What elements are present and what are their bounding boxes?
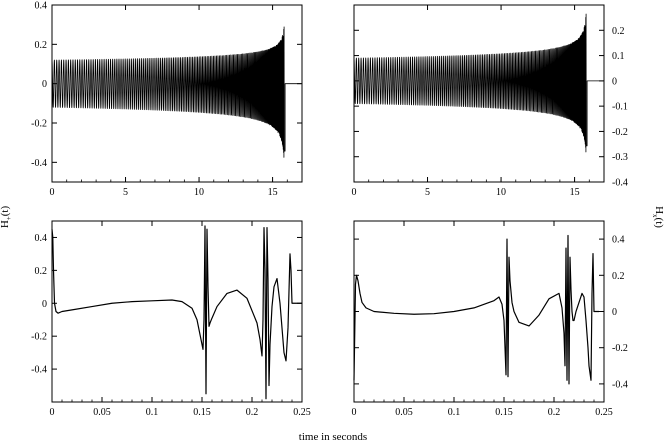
y-tick-label: 0.4 bbox=[35, 1, 48, 12]
x-tick-label: 5 bbox=[123, 187, 128, 198]
left-y-axis-label-sub: + bbox=[5, 216, 13, 220]
right-y-axis-label-suffix: (t) bbox=[653, 218, 664, 229]
y-tick-label: 0.2 bbox=[612, 26, 625, 37]
x-tick-label: 0.05 bbox=[93, 407, 111, 418]
y-tick-label: 0.2 bbox=[35, 40, 48, 51]
y-tick-label: -0.4 bbox=[612, 178, 628, 189]
y-tick-label: 0 bbox=[42, 299, 47, 310]
series-line bbox=[353, 234, 599, 385]
left-y-axis-label-main: H bbox=[0, 220, 11, 228]
x-tick-label: 0.2 bbox=[246, 407, 259, 418]
y-tick-label: 0 bbox=[42, 79, 47, 90]
y-tick-label: -0.2 bbox=[612, 127, 628, 138]
right-y-axis-label: Hx(t) bbox=[651, 206, 664, 228]
right-y-axis-label-sub: x bbox=[651, 214, 659, 218]
x-tick-label: 5 bbox=[425, 187, 430, 198]
y-tick-label: -0.2 bbox=[31, 332, 47, 343]
x-tick-label: 0 bbox=[352, 407, 357, 418]
right-y-axis-label-main: H bbox=[653, 206, 664, 214]
x-tick-label: 0 bbox=[352, 187, 357, 198]
left-y-axis-label-suffix: (t) bbox=[0, 206, 11, 217]
left-y-axis-label: H+(t) bbox=[0, 206, 13, 229]
x-tick-label: 0 bbox=[50, 187, 55, 198]
y-tick-label: 0.4 bbox=[612, 235, 625, 246]
y-tick-label: -0.4 bbox=[31, 365, 47, 376]
y-tick-label: 0.2 bbox=[35, 266, 48, 277]
x-tick-label: 15 bbox=[570, 187, 580, 198]
panel-top-right: 0 5 10 15 -0.4 -0.3 -0.2 -0.1 0 0.1 0.2 bbox=[352, 4, 628, 198]
x-tick-label: 0.1 bbox=[146, 407, 159, 418]
axes-frame bbox=[51, 220, 303, 403]
x-tick-label: 15 bbox=[268, 187, 278, 198]
axes-frame bbox=[353, 4, 605, 183]
x-tick-label: 0.25 bbox=[595, 407, 613, 418]
x-tick-label: 10 bbox=[194, 187, 204, 198]
x-tick-label: 0.25 bbox=[293, 407, 311, 418]
series-line bbox=[51, 225, 302, 400]
x-tick-label: 0 bbox=[50, 407, 55, 418]
x-tick-label: 0.05 bbox=[395, 407, 413, 418]
y-tick-label: 0.2 bbox=[612, 271, 625, 282]
panel-top-left: 0 5 10 15 -0.4 -0.2 0 0.2 0.4 bbox=[31, 1, 303, 198]
y-tick-label: 0 bbox=[612, 307, 617, 318]
y-tick-label: -0.1 bbox=[612, 102, 628, 113]
y-tick-label: -0.4 bbox=[31, 158, 47, 169]
y-tick-label: -0.2 bbox=[612, 343, 628, 354]
panel-bottom-left: 0 0.05 0.1 0.15 0.2 0.25 -0.4 -0.2 0 0.2 0.4 bbox=[31, 220, 311, 418]
y-tick-label: 0 bbox=[612, 76, 617, 87]
svg-text:H+(t): H+(t) bbox=[0, 206, 13, 229]
x-tick-label: 0.15 bbox=[193, 407, 211, 418]
x-tick-label: 0.2 bbox=[548, 407, 561, 418]
x-tick-label: 0.15 bbox=[495, 407, 513, 418]
panel-bottom-right: 0 0.05 0.1 0.15 0.2 0.25 -0.4 -0.2 0 0.2 0.4 bbox=[352, 220, 628, 418]
x-tick-label: 10 bbox=[496, 187, 506, 198]
x-tick-label: 0.1 bbox=[448, 407, 461, 418]
y-tick-label: 0.1 bbox=[612, 51, 625, 62]
y-tick-label: -0.4 bbox=[612, 379, 628, 390]
series-line bbox=[51, 26, 302, 158]
series-line bbox=[353, 13, 604, 153]
y-tick-label: -0.3 bbox=[612, 152, 628, 163]
common-x-axis-label: time in seconds bbox=[299, 431, 367, 442]
axes-frame bbox=[51, 4, 303, 183]
svg-text:Hx(t): Hx(t) bbox=[651, 206, 664, 228]
y-tick-label: 0.4 bbox=[35, 233, 48, 244]
y-tick-label: -0.2 bbox=[31, 119, 47, 130]
